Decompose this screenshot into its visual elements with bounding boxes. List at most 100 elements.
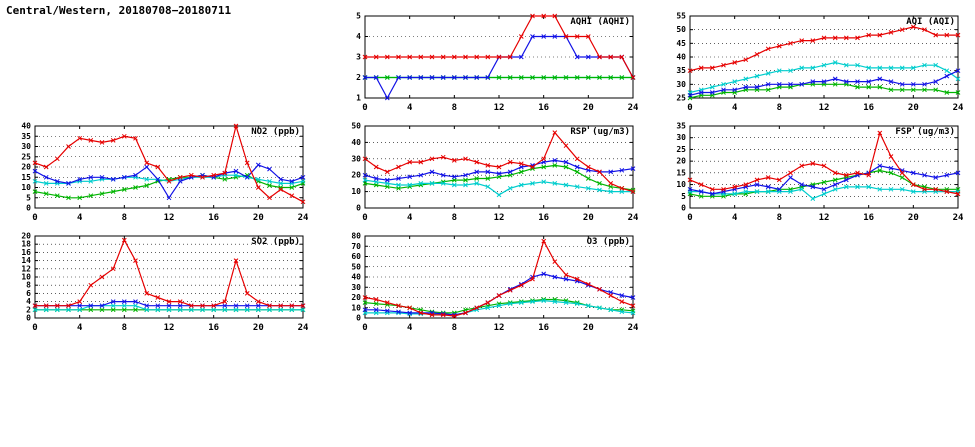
svg-text:10: 10: [351, 303, 361, 312]
svg-text:30: 30: [676, 80, 686, 89]
svg-text:8: 8: [777, 213, 782, 223]
svg-text:0: 0: [681, 204, 686, 213]
svg-text:8: 8: [122, 213, 127, 223]
svg-text:15: 15: [676, 168, 686, 177]
chart-title-rsp: RSP (ug/m3): [570, 127, 630, 137]
chart-aqhi: 1 2 3 4 5 0 4 8 12 16 20 24 AQHI (AQHI): [338, 8, 638, 114]
svg-text:4: 4: [26, 297, 31, 306]
svg-text:20: 20: [351, 293, 361, 302]
svg-text:5: 5: [681, 192, 686, 201]
svg-text:24: 24: [628, 213, 638, 223]
svg-text:12: 12: [494, 213, 505, 223]
svg-text:50: 50: [676, 25, 686, 34]
svg-text:10: 10: [21, 183, 31, 192]
svg-text:4: 4: [407, 103, 413, 113]
svg-text:0: 0: [26, 314, 31, 323]
svg-text:20: 20: [351, 171, 361, 180]
svg-text:6: 6: [26, 289, 31, 298]
svg-text:20: 20: [676, 157, 686, 166]
svg-text:0: 0: [32, 213, 37, 223]
svg-text:20: 20: [21, 232, 31, 241]
svg-text:0: 0: [362, 323, 367, 333]
chart-title-so2: SO2 (ppb): [251, 237, 300, 247]
svg-text:8: 8: [122, 323, 127, 333]
svg-text:30: 30: [351, 154, 361, 163]
svg-text:0: 0: [687, 103, 692, 113]
chart-title-aqi: AQI (AQI): [906, 17, 955, 27]
svg-text:2: 2: [26, 305, 31, 314]
svg-text:4: 4: [732, 213, 738, 223]
svg-text:0: 0: [362, 103, 367, 113]
svg-text:0: 0: [362, 213, 367, 223]
svg-text:10: 10: [351, 187, 361, 196]
svg-text:4: 4: [732, 103, 738, 113]
svg-text:0: 0: [32, 323, 37, 333]
svg-text:40: 40: [21, 122, 31, 131]
svg-text:8: 8: [452, 213, 457, 223]
chart-no2: 0 5 10 15 20 25 30 35 40 0 4 8 12 16 20 24 NO2 (ppb): [8, 118, 308, 224]
svg-text:40: 40: [351, 273, 361, 282]
svg-text:15: 15: [21, 173, 31, 182]
svg-text:20: 20: [21, 163, 31, 172]
svg-text:24: 24: [298, 323, 308, 333]
svg-text:0: 0: [356, 314, 361, 323]
svg-text:20: 20: [253, 213, 264, 223]
svg-text:5: 5: [26, 193, 31, 202]
svg-text:55: 55: [676, 12, 686, 21]
svg-text:4: 4: [407, 213, 413, 223]
svg-text:30: 30: [676, 133, 686, 142]
svg-text:12: 12: [819, 213, 830, 223]
svg-text:12: 12: [494, 323, 505, 333]
svg-text:16: 16: [538, 103, 549, 113]
chart-o3: 0 10 20 30 40 50 60 70 80 0 4 8 12 16 20 24 O3 (ppb): [338, 228, 638, 334]
svg-text:16: 16: [538, 213, 549, 223]
svg-text:25: 25: [676, 145, 686, 154]
rsp-plot: 0 10 20 30 40 50 0 4 8 12 16 20 24: [351, 122, 638, 224]
svg-text:10: 10: [21, 273, 31, 282]
svg-text:50: 50: [351, 122, 361, 131]
svg-text:8: 8: [452, 323, 457, 333]
svg-text:16: 16: [863, 103, 874, 113]
svg-text:24: 24: [628, 323, 638, 333]
svg-text:25: 25: [21, 152, 31, 161]
svg-text:30: 30: [351, 283, 361, 292]
svg-text:12: 12: [21, 264, 31, 273]
fsp-plot: 0 5 10 15 20 25 30 35 0 4 8 12 16 20 24: [676, 122, 963, 224]
svg-text:20: 20: [253, 323, 264, 333]
chart-title-aqhi: AQHI (AQHI): [570, 17, 630, 27]
svg-text:20: 20: [908, 103, 919, 113]
svg-text:24: 24: [953, 213, 963, 223]
chart-so2: 0 2 4 6 8 10 12 14 16 18 20 0 4 8 12 16 20 24 SO2 (ppb): [8, 228, 308, 334]
svg-text:40: 40: [676, 53, 686, 62]
svg-text:35: 35: [676, 66, 686, 75]
svg-text:1: 1: [356, 94, 361, 103]
svg-text:60: 60: [351, 252, 361, 261]
page-title: Central/Western, 20180708−20180711: [6, 4, 232, 17]
svg-text:4: 4: [407, 323, 413, 333]
svg-text:0: 0: [687, 213, 692, 223]
chart-rsp: 0 10 20 30 40 50 0 4 8 12 16 20 24 RSP (ug/m3): [338, 118, 638, 224]
svg-text:14: 14: [21, 256, 31, 265]
chart-fsp: 0 5 10 15 20 25 30 35 0 4 8 12 16 20 24 FSP (ug/m3): [663, 118, 963, 224]
svg-text:24: 24: [298, 213, 308, 223]
svg-text:70: 70: [351, 242, 361, 251]
svg-text:12: 12: [164, 213, 175, 223]
svg-text:16: 16: [863, 213, 874, 223]
chart-aqi: 25 30 35 40 45 50 55 0 4 8 12 16 20 24 AQI (AQI): [663, 8, 963, 114]
svg-text:4: 4: [77, 213, 83, 223]
svg-text:12: 12: [494, 103, 505, 113]
svg-text:40: 40: [351, 138, 361, 147]
svg-text:30: 30: [21, 142, 31, 151]
svg-text:12: 12: [164, 323, 175, 333]
svg-text:35: 35: [676, 122, 686, 131]
chart-title-o3: O3 (ppb): [586, 237, 630, 247]
aqi-plot: 25 30 35 40 45 50 55 0 4 8 12 16 20 24: [676, 12, 963, 114]
svg-text:16: 16: [538, 323, 549, 333]
svg-text:8: 8: [26, 281, 31, 290]
svg-text:35: 35: [21, 132, 31, 141]
svg-text:18: 18: [21, 240, 31, 249]
svg-text:4: 4: [356, 32, 361, 41]
svg-text:45: 45: [676, 39, 686, 48]
